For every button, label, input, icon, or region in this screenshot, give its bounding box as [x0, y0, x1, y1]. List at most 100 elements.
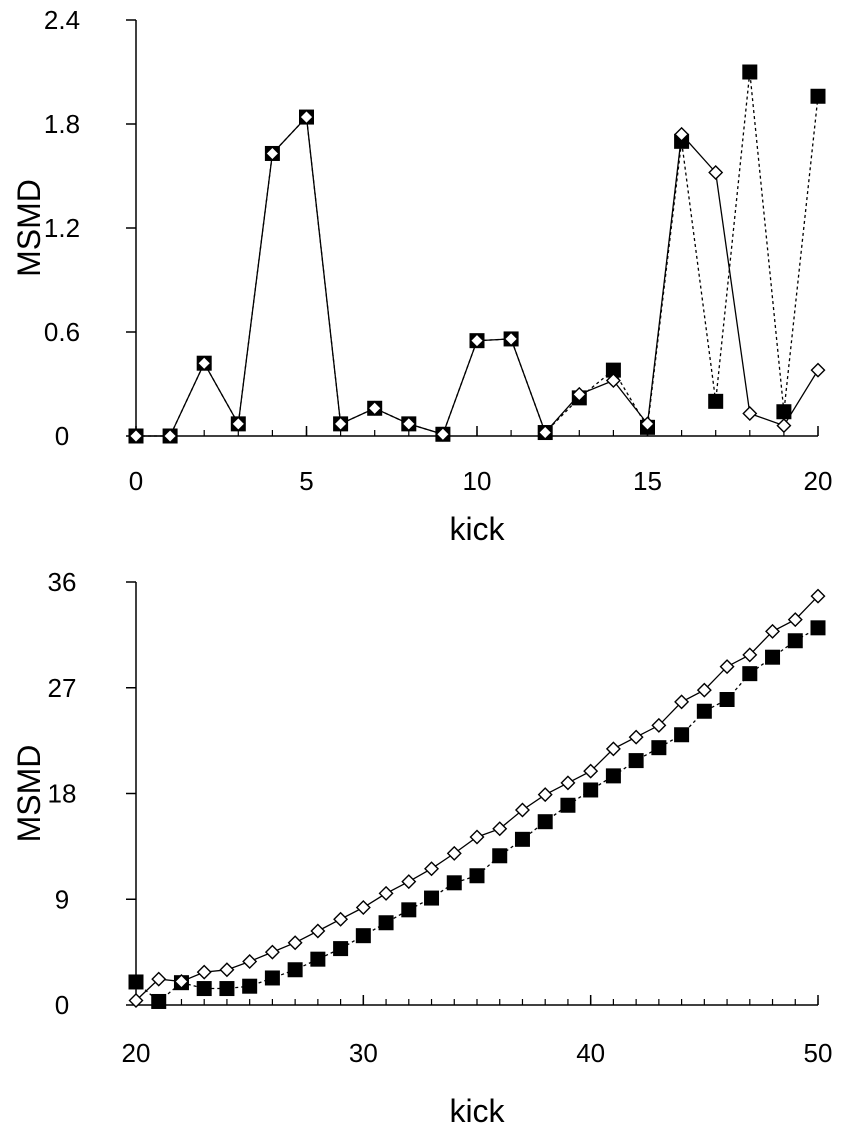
- data-point-diamond: [810, 362, 826, 378]
- data-point-diamond: [503, 331, 519, 347]
- data-point-square: [333, 941, 349, 957]
- data-point-diamond: [514, 802, 530, 818]
- data-point-square: [424, 890, 440, 906]
- data-point-square: [196, 981, 212, 997]
- data-point-square: [401, 902, 417, 918]
- data-point-square: [708, 393, 724, 409]
- data-point-diamond: [367, 400, 383, 416]
- data-point-diamond: [537, 787, 553, 803]
- data-point-square: [651, 740, 667, 756]
- data-point-square: [696, 703, 712, 719]
- data-point-square: [719, 692, 735, 707]
- data-point-square: [469, 868, 485, 884]
- data-point-diamond: [424, 861, 440, 877]
- y-tick-label: 1.8: [44, 109, 80, 139]
- data-point-diamond: [355, 899, 371, 915]
- data-point-diamond: [264, 145, 280, 161]
- data-point-diamond: [333, 416, 349, 432]
- data-point-square: [674, 727, 690, 743]
- data-point-square: [537, 814, 553, 830]
- top-panel: 0 0.6 1.2 1.8 2.4 0 5 10 15 20 kick MSMD: [11, 5, 832, 547]
- data-point-diamond: [765, 623, 781, 639]
- x-axis-title: kick: [449, 1093, 505, 1129]
- data-point-diamond: [310, 923, 326, 939]
- data-point-diamond: [299, 109, 314, 125]
- data-point-diamond: [674, 694, 690, 710]
- data-point-diamond: [378, 885, 394, 901]
- x-tick-label: 20: [804, 466, 833, 496]
- data-point-square: [810, 88, 826, 104]
- data-point-square: [355, 928, 371, 944]
- data-point-diamond: [162, 428, 178, 444]
- data-point-square: [242, 978, 258, 994]
- data-point-square: [776, 404, 792, 420]
- data-point-square: [151, 993, 167, 1009]
- y-tick-label: 1.2: [44, 213, 80, 243]
- data-point-square: [446, 875, 462, 891]
- data-point-diamond: [810, 588, 826, 604]
- data-point-diamond: [742, 405, 758, 421]
- y-tick-label: 36: [48, 567, 77, 597]
- y-axis-title: MSMD: [11, 179, 47, 277]
- data-point-diamond: [333, 911, 349, 927]
- data-point-square: [742, 666, 758, 682]
- data-point-diamond: [651, 717, 667, 733]
- data-point-diamond: [287, 935, 303, 951]
- data-point-diamond: [742, 647, 758, 663]
- data-point-square: [742, 64, 758, 80]
- x-axis-title: kick: [449, 511, 505, 547]
- x-tick-label: 20: [122, 1038, 151, 1068]
- data-point-diamond: [492, 821, 508, 837]
- series-line-filled-square: [136, 71, 819, 437]
- y-tick-label: 18: [48, 779, 77, 809]
- data-point-diamond: [173, 974, 189, 989]
- data-point-square: [287, 962, 303, 978]
- data-point-square: [787, 633, 803, 649]
- x-tick-label: 15: [633, 466, 662, 496]
- data-point-square: [583, 782, 599, 798]
- data-point-diamond: [674, 126, 690, 142]
- y-tick-label: 27: [48, 673, 77, 703]
- diamond-markers: [128, 109, 826, 444]
- x-tick-label: 30: [349, 1038, 378, 1068]
- data-point-square: [605, 768, 621, 784]
- square-markers: [128, 64, 826, 444]
- data-point-diamond: [230, 416, 246, 432]
- data-point-square: [560, 797, 576, 813]
- diamond-markers: [128, 588, 826, 1009]
- data-point-diamond: [776, 418, 792, 434]
- bottom-panel: 0 9 18 27 36 20 30 40 50 kick MSMD: [11, 567, 832, 1129]
- y-tick-label: 9: [55, 884, 69, 914]
- square-markers: [128, 620, 826, 1009]
- data-point-diamond: [708, 165, 724, 181]
- x-tick-label: 50: [804, 1038, 833, 1068]
- y-tick-label: 2.4: [44, 5, 80, 35]
- y-tick-label: 0: [55, 990, 69, 1020]
- data-point-diamond: [446, 845, 462, 861]
- data-point-square: [264, 970, 280, 986]
- data-point-diamond: [401, 416, 417, 432]
- data-point-diamond: [151, 971, 167, 987]
- data-point-diamond: [196, 964, 212, 980]
- data-point-diamond: [640, 416, 655, 432]
- series-lines: [136, 71, 819, 437]
- data-point-diamond: [128, 428, 144, 444]
- data-point-diamond: [435, 426, 451, 442]
- series-line-filled-square: [135, 627, 819, 1003]
- data-point-diamond: [469, 333, 485, 349]
- data-point-diamond: [696, 682, 712, 698]
- data-point-square: [810, 620, 826, 636]
- series-line-open-diamond: [135, 595, 819, 1001]
- data-point-diamond: [605, 741, 621, 757]
- x-tick-label: 5: [299, 466, 313, 496]
- y-axis-title: MSMD: [11, 745, 47, 843]
- data-point-square: [765, 649, 781, 665]
- data-point-diamond: [560, 775, 576, 791]
- series-lines: [135, 595, 819, 1003]
- data-point-square: [514, 831, 530, 847]
- y-tick-label: 0: [55, 421, 69, 451]
- data-point-square: [492, 848, 508, 864]
- data-point-square: [310, 951, 326, 967]
- data-point-diamond: [571, 386, 587, 402]
